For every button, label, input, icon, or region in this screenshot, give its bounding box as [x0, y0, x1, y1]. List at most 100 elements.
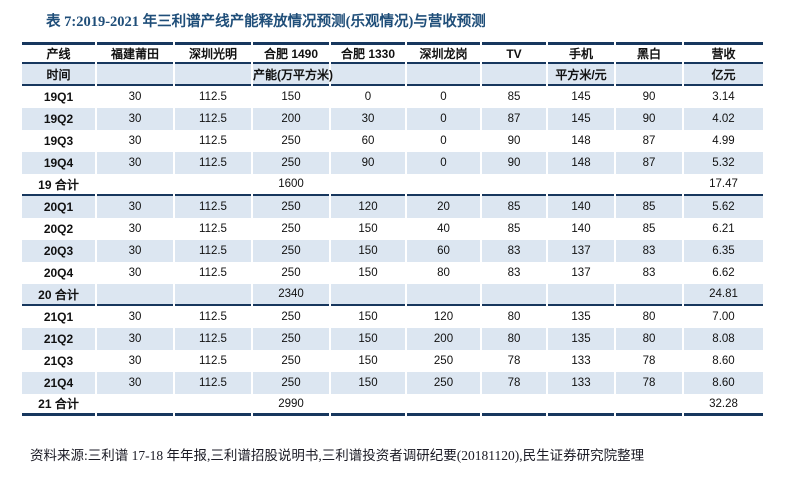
cell-value	[548, 394, 614, 416]
cell-value: 80	[482, 328, 546, 350]
cell-value	[482, 174, 546, 196]
subtotal-row: 21 合计 2990 32.28	[22, 394, 763, 416]
cell-value: 137	[571, 267, 591, 279]
cell-value: 90	[642, 91, 656, 103]
data-row: 19Q4 30 112.5 250 90 0 90 148 87 5.32	[22, 152, 763, 174]
cell-value: 6.35	[684, 240, 763, 262]
column-header-hefei-1330: 合肥 1330	[331, 42, 405, 64]
cell-value: 0	[407, 152, 480, 174]
cell-value: 112.5	[175, 196, 251, 218]
cell-value: 250	[281, 311, 301, 323]
cell-value: 250	[433, 355, 454, 367]
cell-value: 20	[407, 196, 480, 218]
cell-value: 200	[253, 108, 329, 130]
units-empty-cell	[407, 64, 480, 86]
cell-value: 145	[571, 91, 591, 103]
cell-value: 30	[97, 328, 173, 350]
units-time-label: 时间	[22, 64, 95, 86]
cell-value: 17.47	[684, 174, 763, 196]
cell-value: 7.00	[712, 311, 735, 323]
data-row: 20Q2 30 112.5 250 150 40 85 140 85 6.21	[22, 218, 763, 240]
cell-value	[616, 284, 682, 306]
cell-value	[97, 284, 173, 306]
cell-value: 120	[331, 196, 405, 218]
cell-value: 85	[482, 196, 546, 218]
cell-value: 150	[331, 240, 405, 262]
cell-value: 90	[507, 135, 521, 147]
cell-value: 150	[331, 328, 405, 350]
cell-value: 250	[281, 267, 301, 279]
cell-value: 80	[437, 267, 450, 279]
cell-value: 80	[642, 311, 656, 323]
cell-value: 78	[507, 355, 521, 367]
cell-value: 83	[642, 267, 656, 279]
cell-value: 30	[97, 372, 173, 394]
subtotal-row: 19 合计 1600 17.47	[22, 174, 763, 196]
cell-value: 87	[642, 135, 656, 147]
column-header-hefei-1490: 合肥 1490	[253, 42, 329, 64]
units-empty-cell	[97, 64, 173, 86]
cell-value	[407, 174, 480, 196]
units-empty-cell	[331, 64, 405, 86]
cell-value: 30	[97, 152, 173, 174]
cell-value: 3.14	[712, 91, 735, 103]
cell-value: 30	[128, 311, 142, 323]
row-label: 19Q4	[22, 152, 95, 174]
cell-value: 30	[97, 108, 173, 130]
cell-value: 250	[281, 135, 301, 147]
cell-value: 40	[437, 223, 450, 235]
cell-value	[482, 284, 546, 306]
row-label: 19Q3	[43, 134, 74, 148]
cell-value: 6.62	[712, 267, 735, 279]
cell-value: 30	[97, 196, 173, 218]
cell-value: 133	[571, 355, 591, 367]
cell-value: 250	[253, 372, 329, 394]
row-label: 20Q4	[43, 266, 74, 280]
cell-value: 85	[642, 223, 656, 235]
cell-value	[97, 174, 173, 196]
data-row: 20Q4 30 112.5 250 150 80 83 137 83 6.62	[22, 262, 763, 284]
cell-value: 90	[482, 152, 546, 174]
cell-value	[548, 284, 614, 306]
cell-value: 30	[128, 267, 142, 279]
capacity-forecast-table: 产线 福建莆田 深圳光明 合肥 1490 合肥 1330 深圳龙岗 TV 手机 …	[20, 42, 765, 416]
data-row: 21Q3 30 112.5 250 150 250 78 133 78 8.60	[22, 350, 763, 372]
cell-value: 0	[440, 135, 447, 147]
cell-value	[331, 174, 405, 196]
cell-value: 250	[253, 152, 329, 174]
cell-value	[482, 394, 546, 416]
cell-value: 30	[97, 240, 173, 262]
cell-value: 133	[548, 372, 614, 394]
cell-value: 140	[548, 196, 614, 218]
cell-value: 24.81	[684, 284, 763, 306]
cell-value: 250	[253, 196, 329, 218]
cell-value	[97, 394, 173, 416]
data-row: 20Q3 30 112.5 250 150 60 83 137 83 6.35	[22, 240, 763, 262]
cell-value: 150	[358, 267, 378, 279]
table-title: 表 7:2019-2021 年三利谱产线产能释放情况预测(乐观情况)与营收预测	[46, 14, 486, 30]
cell-value: 112.5	[175, 328, 251, 350]
cell-value: 1600	[253, 174, 329, 196]
units-empty-cell	[616, 64, 682, 86]
cell-value: 80	[507, 311, 521, 323]
cell-value: 150	[281, 91, 301, 103]
cell-value: 83	[482, 240, 546, 262]
row-label: 20Q1	[22, 196, 95, 218]
row-label: 21Q2	[22, 328, 95, 350]
data-row: 21Q4 30 112.5 250 150 250 78 133 78 8.60	[22, 372, 763, 394]
column-header-tv: TV	[482, 42, 546, 64]
cell-value: 112.5	[175, 372, 251, 394]
cell-value: 87	[616, 152, 682, 174]
cell-value: 90	[331, 152, 405, 174]
cell-value: 137	[548, 240, 614, 262]
units-revenue-label: 亿元	[684, 64, 763, 86]
data-row: 21Q1 30 112.5 250 150 120 80 135 80 7.00	[22, 306, 763, 328]
cell-value: 112.5	[199, 267, 227, 279]
cell-value	[616, 174, 682, 196]
cell-value: 140	[571, 223, 591, 235]
column-header-mobile: 手机	[548, 42, 614, 64]
cell-value: 5.32	[684, 152, 763, 174]
cell-value: 112.5	[175, 240, 251, 262]
units-empty-cell	[482, 64, 546, 86]
cell-value: 112.5	[199, 135, 227, 147]
